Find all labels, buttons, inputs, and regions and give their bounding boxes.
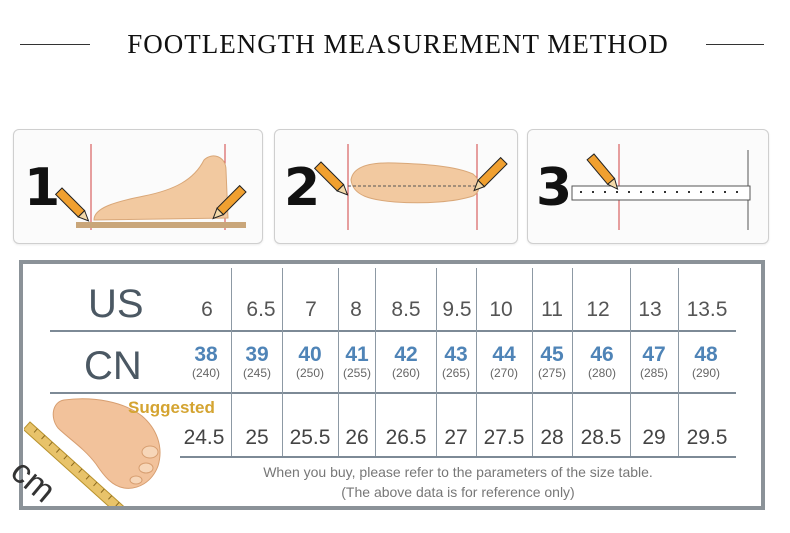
cm-length-cell: 25.5 <box>289 426 331 449</box>
cn-size-cell: 45 (275) <box>532 343 572 381</box>
cn-size-value: 38 <box>194 343 218 366</box>
us-size-cell: 12 <box>586 298 610 321</box>
col-divider <box>436 268 437 456</box>
us-size-cell: 6.5 <box>246 298 276 321</box>
foot-icon <box>52 398 161 489</box>
cm-length-cell: 27.5 <box>483 426 525 449</box>
cn-size-mm: (245) <box>242 366 271 380</box>
foot-top-icon <box>350 162 480 204</box>
step-2-number: 2 <box>284 158 321 218</box>
us-size-cell: 8.5 <box>391 298 421 321</box>
cn-size-value: 47 <box>642 343 666 366</box>
us-row-label: US <box>88 282 144 326</box>
cm-length-cell: 26 <box>345 426 369 449</box>
step-1-illustration <box>54 144 247 230</box>
cn-size-value: 41 <box>345 343 369 366</box>
cn-size-cell: 46 (280) <box>578 343 626 381</box>
col-divider <box>678 268 679 456</box>
pencil-icon-left <box>54 187 90 222</box>
cn-size-mm: (285) <box>639 366 668 380</box>
us-size-cell: 8 <box>350 298 362 321</box>
cn-size-mm: (240) <box>191 366 220 380</box>
title-rule-right <box>706 44 764 45</box>
suggested-label: Suggested <box>128 398 215 417</box>
cn-size-value: 48 <box>694 343 718 366</box>
cn-size-mm: (270) <box>489 366 518 380</box>
size-table-disclaimer: (The above data is for reference only) <box>341 484 575 500</box>
ruler-icon <box>571 185 751 201</box>
cn-size-cell: 42 (260) <box>382 343 430 381</box>
title-row: FOOTLENGTH MEASUREMENT METHOD <box>0 24 790 64</box>
col-divider <box>338 268 339 456</box>
cn-size-value: 40 <box>298 343 322 366</box>
cn-size-cell: 39 (245) <box>233 343 281 381</box>
pencil-icon-left <box>313 161 349 196</box>
cm-length-cell: 29.5 <box>686 426 728 449</box>
pencil-icon <box>586 153 619 190</box>
cn-size-value: 39 <box>245 343 269 366</box>
cn-row-label: CN <box>84 344 142 388</box>
tape-measure-icon <box>24 421 143 506</box>
col-divider <box>375 268 376 456</box>
cm-length-cell: 28 <box>540 426 564 449</box>
row-divider-3 <box>180 456 736 458</box>
foot-side-icon <box>93 155 229 221</box>
cn-size-value: 42 <box>394 343 418 366</box>
step-2-panel: 2 <box>274 129 518 244</box>
cn-size-mm: (265) <box>441 366 470 380</box>
cn-size-mm: (280) <box>587 366 616 380</box>
pencil-icon-right <box>212 184 247 220</box>
cn-size-mm: (250) <box>295 366 324 380</box>
cn-size-mm: (290) <box>691 366 720 380</box>
cm-length-cell: 29 <box>642 426 666 449</box>
row-divider-1 <box>50 330 736 332</box>
step-3-number: 3 <box>536 158 573 218</box>
cn-size-mm: (260) <box>391 366 420 380</box>
cn-size-cell: 38 (240) <box>182 343 230 381</box>
step-3-panel: 3 <box>527 129 769 244</box>
us-size-cell: 7 <box>305 298 317 321</box>
cm-length-cell: 25 <box>245 426 269 449</box>
step-3-illustration <box>571 144 751 230</box>
us-size-cell: 9.5 <box>442 298 472 321</box>
title-rule-left <box>20 44 90 45</box>
col-divider <box>630 268 631 456</box>
col-divider <box>282 268 283 456</box>
cn-size-cell: 43 (265) <box>436 343 476 381</box>
cn-size-cell: 40 (250) <box>286 343 334 381</box>
cn-size-value: 43 <box>444 343 468 366</box>
cm-length-cell: 28.5 <box>580 426 622 449</box>
cn-size-value: 46 <box>590 343 614 366</box>
step-1-panel: 1 <box>13 129 263 244</box>
us-size-cell: 13.5 <box>686 298 728 321</box>
col-divider <box>532 268 533 456</box>
cn-size-mm: (275) <box>537 366 566 380</box>
col-divider <box>476 268 477 456</box>
cm-length-cell: 24.5 <box>183 426 225 449</box>
col-divider <box>572 268 573 456</box>
col-divider <box>231 268 232 456</box>
pencil-icon-right <box>473 156 508 192</box>
row-divider-2 <box>50 392 736 394</box>
cn-size-mm: (255) <box>342 366 371 380</box>
step-2-illustration <box>313 144 508 230</box>
cn-size-cell: 47 (285) <box>630 343 678 381</box>
step-1-number: 1 <box>24 158 61 218</box>
page-title: FOOTLENGTH MEASUREMENT METHOD <box>127 29 669 59</box>
cm-length-cell: 26.5 <box>385 426 427 449</box>
cn-size-cell: 44 (270) <box>480 343 528 381</box>
cm-length-cell: 27 <box>444 426 468 449</box>
cn-size-cell: 48 (290) <box>682 343 730 381</box>
us-size-cell: 10 <box>489 298 513 321</box>
us-size-cell: 13 <box>638 298 662 321</box>
cn-size-cell: 41 (255) <box>337 343 377 381</box>
cn-size-value: 45 <box>540 343 564 366</box>
us-size-cell: 11 <box>541 298 563 321</box>
size-table-note: When you buy, please refer to the parame… <box>263 464 653 480</box>
foot-ruler-illustration <box>24 398 161 506</box>
us-size-cell: 6 <box>201 298 213 321</box>
cn-size-value: 44 <box>492 343 516 366</box>
